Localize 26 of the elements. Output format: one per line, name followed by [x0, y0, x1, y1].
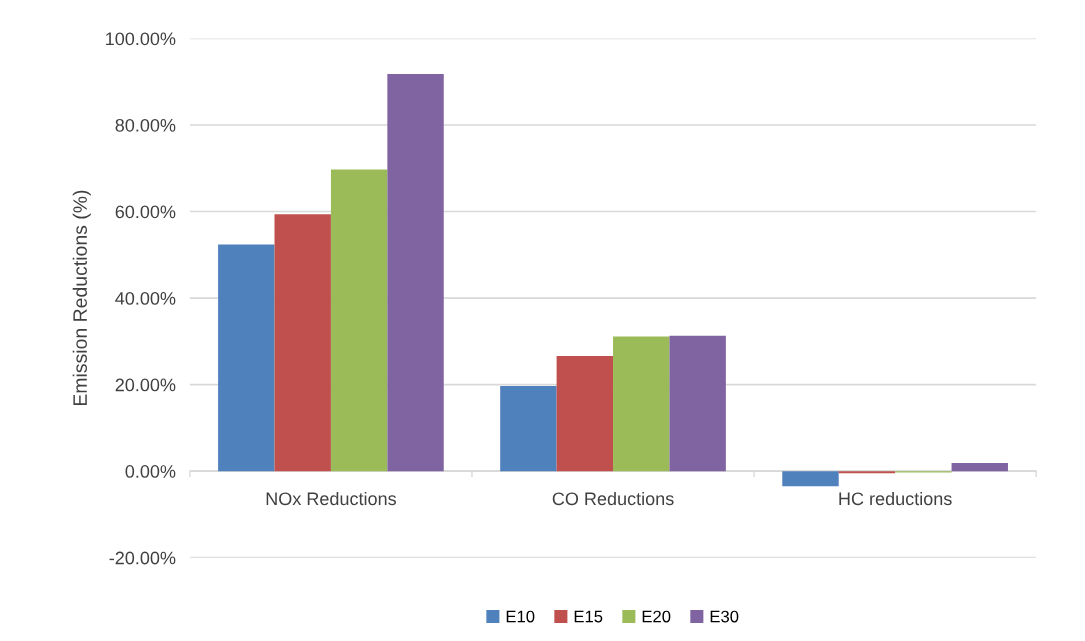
y-tick-label: -20.00%	[109, 551, 176, 565]
bar	[387, 73, 444, 472]
bar	[274, 214, 331, 472]
y-tick-label: 80.00%	[115, 118, 176, 132]
bar	[330, 169, 388, 472]
y-axis-title: Emission Reductions (%)	[72, 190, 91, 406]
bar	[951, 462, 1008, 472]
legend-label: E15	[574, 610, 603, 623]
y-tick-label: 20.00%	[115, 378, 176, 392]
x-tick-label: HC reductions	[839, 491, 952, 506]
bar	[782, 471, 839, 487]
x-tick-label: NOx Reductions	[266, 491, 397, 506]
y-tick-label: 60.00%	[115, 205, 176, 219]
bar	[218, 244, 275, 472]
bar	[669, 335, 726, 472]
bar	[556, 356, 614, 472]
bar	[838, 471, 896, 474]
y-tick-label: 100.00%	[106, 32, 176, 46]
bar	[613, 336, 670, 472]
x-tick-label: CO Reductions	[552, 491, 674, 506]
legend-label: E30	[710, 610, 739, 623]
y-tick-label: 40.00%	[115, 292, 176, 305]
legend-label: E10	[506, 610, 535, 623]
bar	[500, 385, 557, 472]
legend-label: E20	[642, 610, 671, 623]
y-tick-label: 0.00%	[125, 465, 176, 478]
